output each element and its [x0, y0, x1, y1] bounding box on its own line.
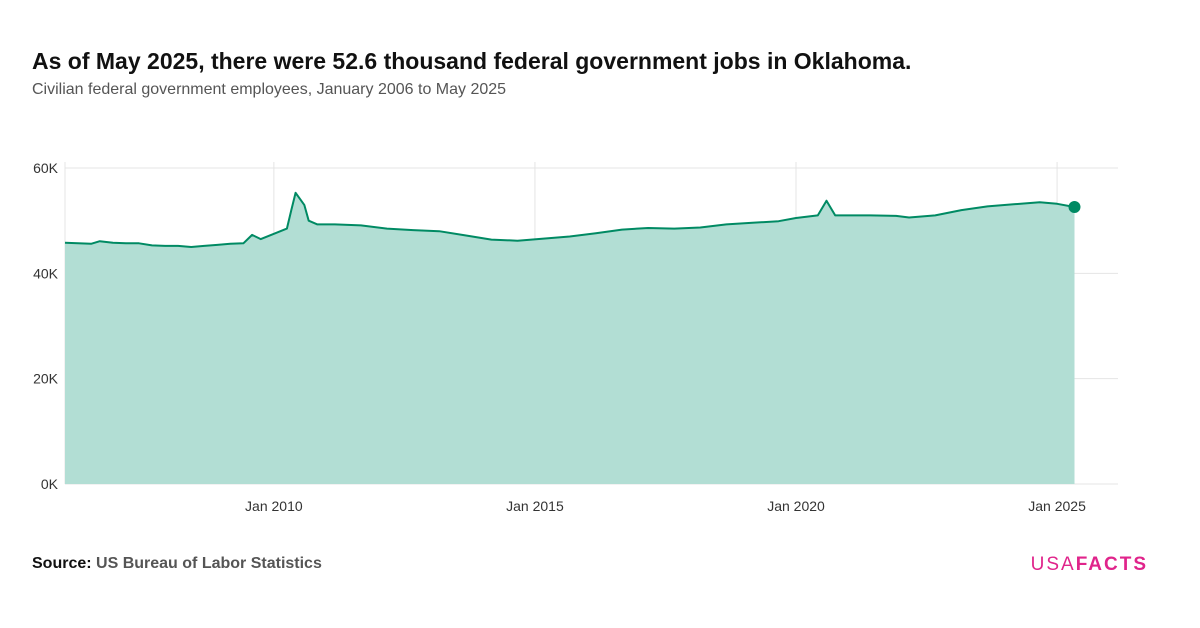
logo-facts: FACTS — [1075, 554, 1148, 575]
area-layer — [64, 191, 1081, 485]
series-area — [65, 192, 1075, 485]
source-label: Source: — [32, 555, 92, 572]
x-tick-label: Jan 2025 — [1028, 498, 1086, 514]
usafacts-logo[interactable]: USAFACTS — [1031, 554, 1148, 576]
axis-layer: 0K 20K 40K 60K Jan 2010 Jan 2015 Jan 2020 Jan 2… — [33, 160, 1086, 514]
x-tick-label: Jan 2020 — [767, 498, 825, 514]
x-tick-label: Jan 2010 — [245, 498, 303, 514]
logo-usa: USA — [1030, 554, 1076, 575]
chart-subtitle: Civilian federal government employees, J… — [32, 81, 507, 98]
last-point-marker — [1068, 200, 1081, 213]
x-tick-label: Jan 2015 — [506, 498, 564, 514]
source-value: US Bureau of Labor Statistics — [96, 555, 322, 572]
chart-title: As of May 2025, there were 52.6 thousand… — [32, 48, 912, 74]
y-tick-label: 20K — [33, 371, 59, 387]
y-tick-label: 60K — [33, 160, 59, 176]
source-note: Source: US Bureau of Labor Statistics — [32, 555, 322, 573]
series-line — [64, 191, 1075, 248]
y-tick-label: 40K — [33, 265, 59, 281]
y-tick-label: 0K — [41, 476, 59, 492]
